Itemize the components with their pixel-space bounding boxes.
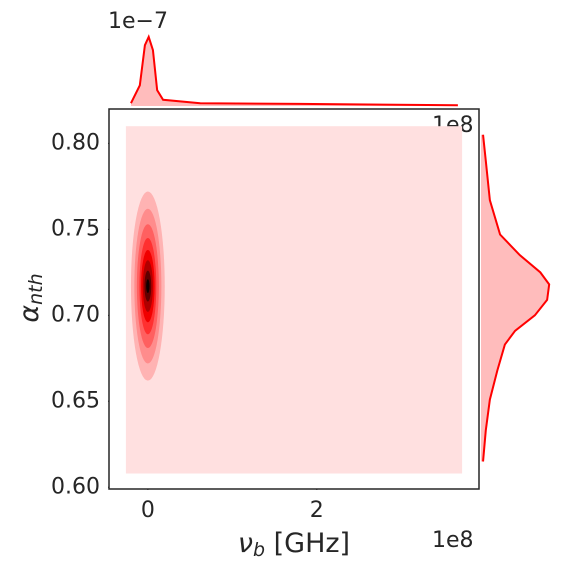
x-label: νb [GHz] — [238, 528, 350, 561]
kde-background — [125, 126, 463, 474]
x-label-unit: [GHz] — [265, 528, 350, 559]
x-label-sub: b — [253, 539, 265, 561]
right-kde-fill — [481, 134, 550, 462]
right-kde-line — [482, 134, 551, 462]
top-kde-fill — [130, 36, 458, 107]
y-tick-label: 0.65 — [51, 388, 100, 413]
top-kde-line — [130, 34, 458, 107]
y-label-symbol: α — [14, 305, 45, 323]
y-tick-label: 0.70 — [51, 302, 100, 327]
kde-contour — [146, 279, 150, 293]
x-label-symbol: ν — [238, 528, 253, 559]
y-tick-label: 0.75 — [51, 216, 100, 241]
y-tick-label: 0.60 — [51, 474, 100, 499]
x-offset: 1e8 — [432, 528, 474, 553]
axes-frame — [108, 108, 480, 490]
x-tick-label: 0 — [141, 498, 155, 523]
x-tick-label: 2 — [310, 498, 324, 523]
top-offset: 1e−7 — [108, 9, 168, 34]
y-label: αnth — [14, 273, 47, 322]
y-tick-label: 0.80 — [51, 130, 100, 155]
y-label-sub: nth — [25, 273, 47, 305]
